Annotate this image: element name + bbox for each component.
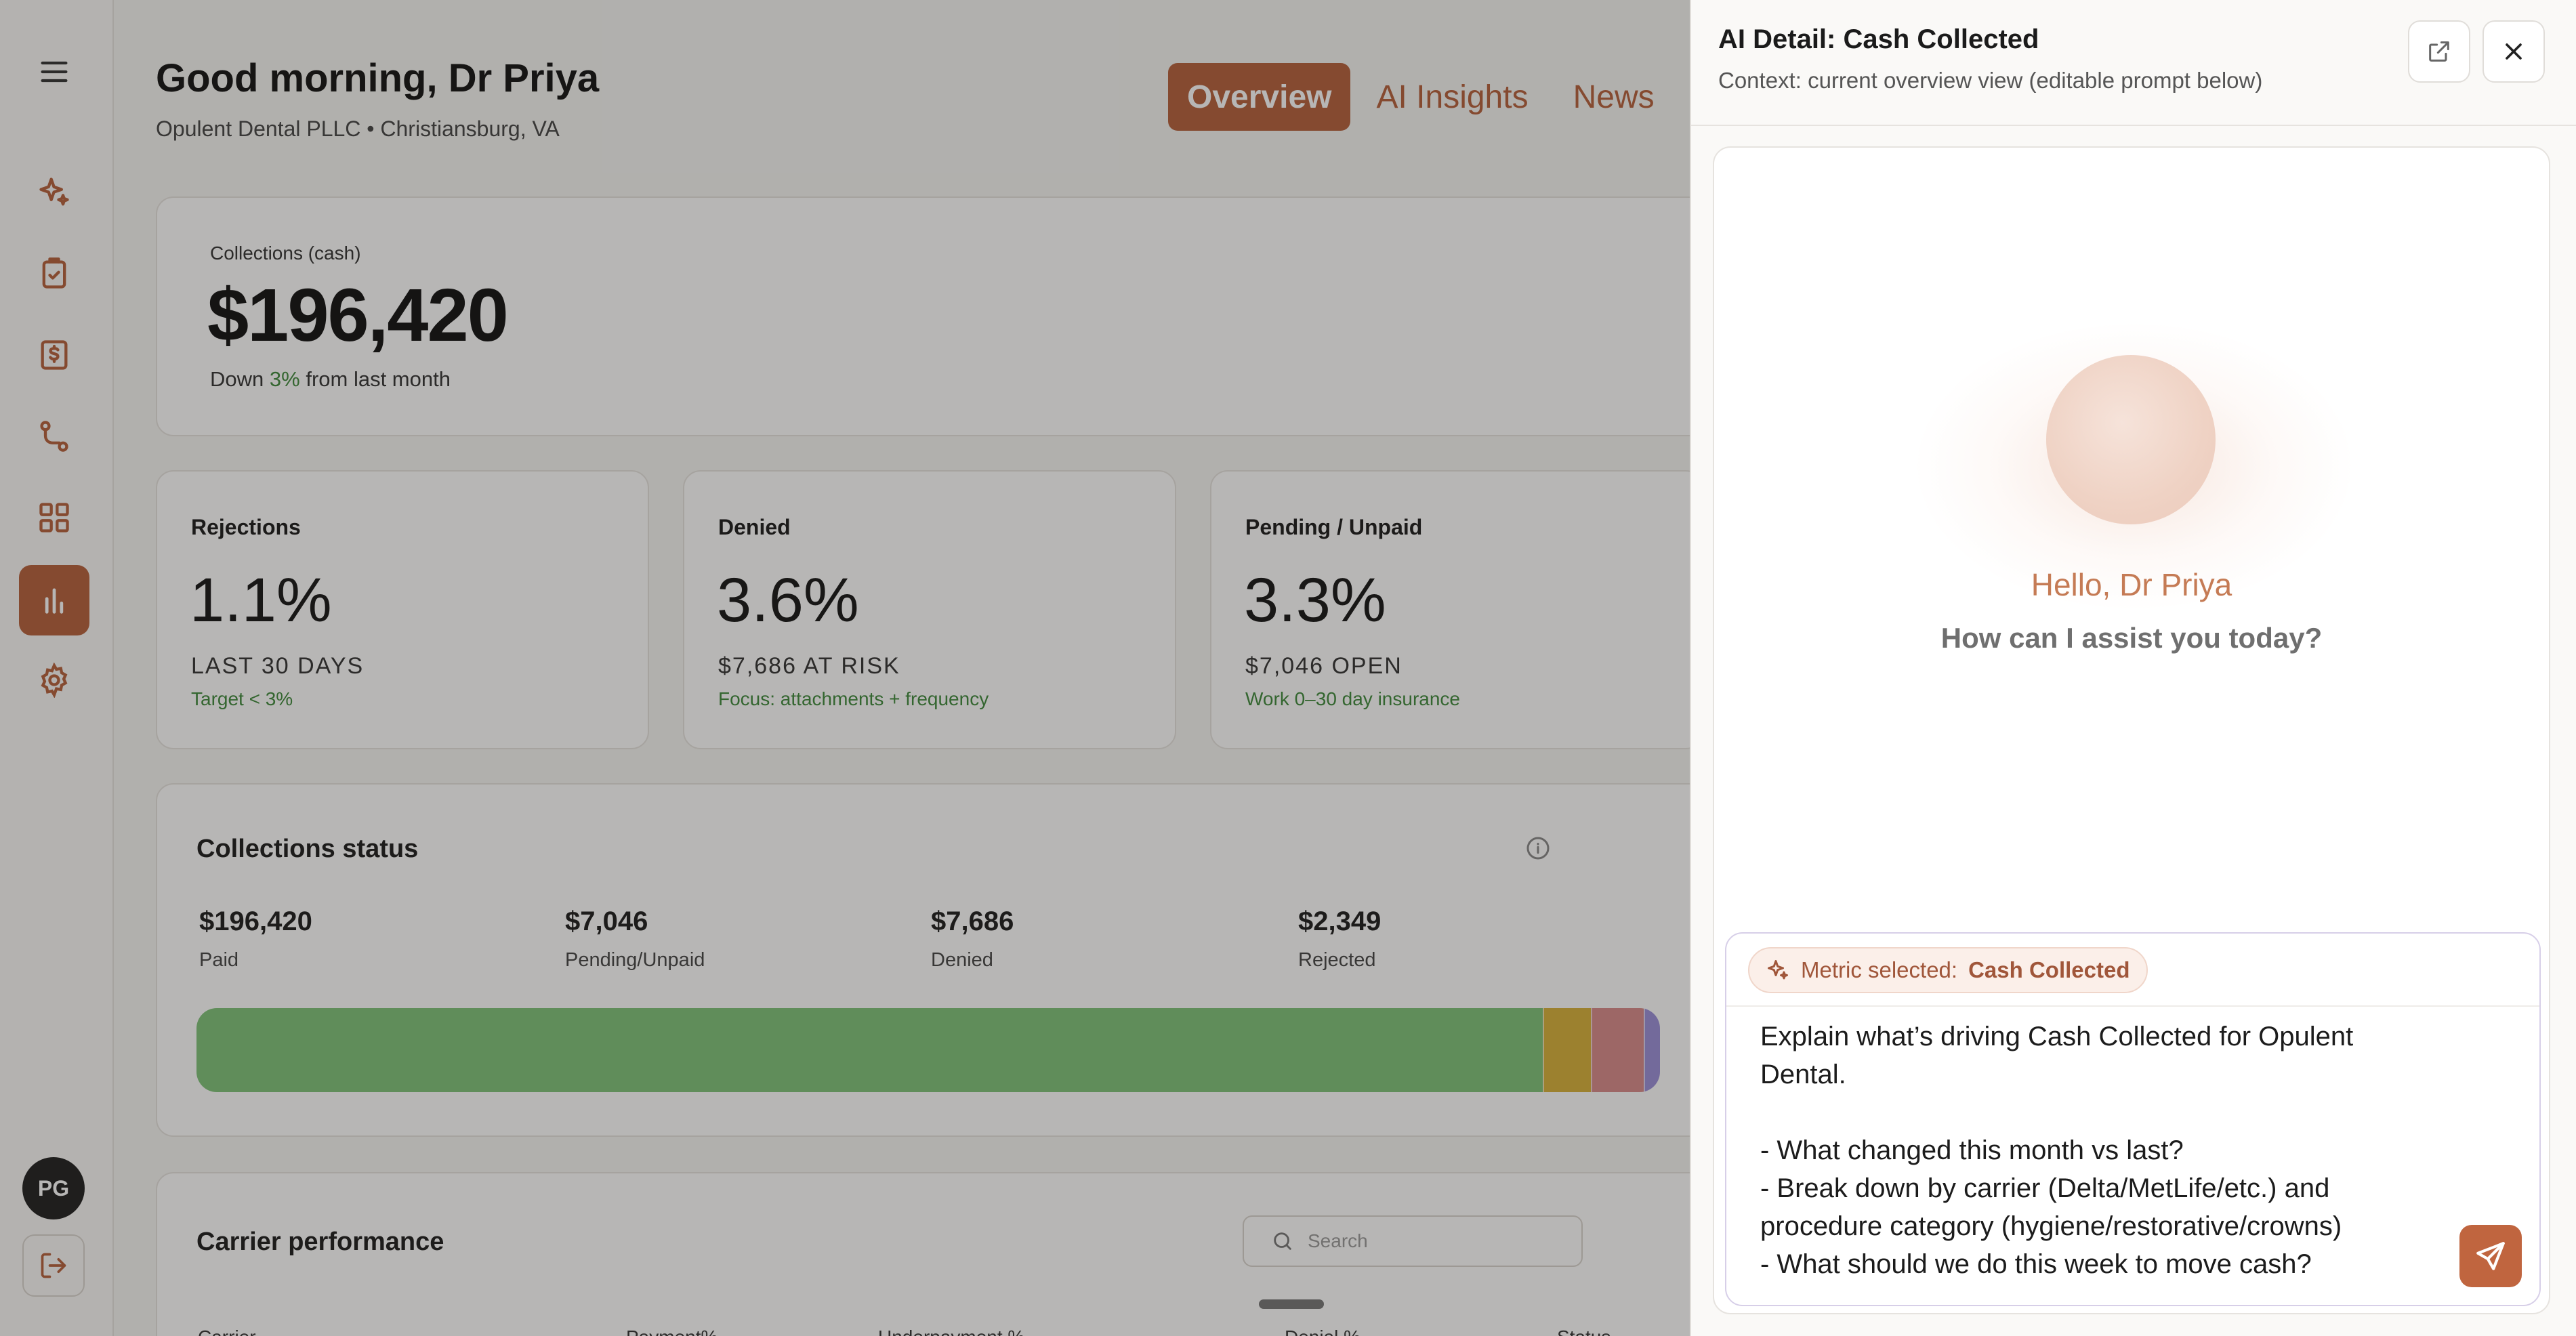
metric-subtitle: $7,046 OPEN — [1245, 653, 1403, 679]
status-value: $2,349 — [1298, 906, 1382, 936]
search-placeholder: Search — [1308, 1230, 1368, 1251]
status-denied: $7,686 Denied — [931, 906, 1014, 972]
trend-percent: 3% — [269, 367, 300, 391]
metric-title: Pending / Unpaid — [1245, 515, 1423, 539]
send-button[interactable] — [2459, 1225, 2522, 1287]
collections-card[interactable]: Collections (cash) $196,420 Down 3% from… — [156, 196, 1728, 436]
search-icon — [1274, 1232, 1291, 1250]
chat-area: Hello, Dr Priya How can I assist you tod… — [1713, 146, 2550, 1314]
column-header[interactable]: Carrier — [198, 1327, 256, 1336]
bar-segment-paid[interactable] — [196, 1008, 1543, 1092]
bar-segment-denied[interactable] — [1591, 1008, 1644, 1092]
send-icon — [2476, 1242, 2505, 1270]
assistant-greeting: Hello, Dr Priya — [2031, 567, 2232, 602]
composer-divider — [1726, 1005, 2539, 1007]
column-header[interactable]: Underpayment % — [878, 1327, 1024, 1336]
dashboard-grid-icon[interactable] — [19, 482, 89, 553]
status-value: $7,686 — [931, 906, 1014, 936]
bar-chart-icon[interactable] — [19, 565, 89, 635]
status-label: Denied — [931, 949, 993, 971]
tab-news[interactable]: News — [1573, 79, 1655, 115]
metric-value: 1.1% — [190, 566, 332, 635]
menu-icon[interactable] — [19, 37, 89, 107]
collections-value: $196,420 — [207, 274, 509, 357]
close-icon — [2506, 43, 2522, 60]
sparkles-icon[interactable] — [19, 157, 89, 228]
chip-value: Cash Collected — [1968, 957, 2130, 982]
status-value: $7,046 — [565, 906, 648, 936]
prompt-composer[interactable]: Metric selected: Cash Collected Explain … — [1725, 932, 2541, 1306]
column-header[interactable]: Payment% — [626, 1327, 718, 1336]
practice-location: Opulent Dental PLLC • Christiansburg, VA — [156, 117, 560, 141]
modal-backdrop[interactable] — [0, 0, 1690, 1336]
status-label: Rejected — [1298, 949, 1376, 971]
collections-status-card: Collections status $196,420 Paid $7,046 … — [156, 783, 1728, 1137]
status-label: Paid — [199, 949, 239, 971]
panel-divider — [1691, 125, 2576, 126]
tab-ai-insights[interactable]: AI Insights — [1376, 79, 1529, 115]
open-external-button[interactable] — [2408, 20, 2470, 83]
metric-chip[interactable]: Metric selected: Cash Collected — [1748, 947, 2148, 993]
bar-segment-rejected[interactable] — [1644, 1008, 1660, 1092]
metric-title: Denied — [718, 515, 791, 539]
trend-suffix: from last month — [306, 367, 451, 391]
prompt-textarea[interactable]: Explain what’s driving Cash Collected fo… — [1760, 1022, 2354, 1279]
ai-detail-panel: AI Detail: Cash Collected Context: curre… — [1690, 0, 2576, 1336]
column-header[interactable]: Denial % — [1285, 1327, 1360, 1336]
view-tabs: Overview AI Insights News C — [1168, 63, 1741, 131]
metric-card-pending[interactable]: Pending / Unpaid 3.3% $7,046 OPEN Work 0… — [1210, 470, 1703, 749]
sparkles-icon — [1768, 960, 1788, 980]
page-title: Good morning, Dr Priya — [156, 56, 600, 100]
status-paid: $196,420 Paid — [199, 906, 312, 972]
metric-note: Work 0–30 day insurance — [1245, 688, 1460, 709]
collections-trend: Down 3% from last month — [210, 367, 451, 392]
status-rejected: $2,349 Rejected — [1298, 906, 1381, 972]
collections-label: Collections (cash) — [210, 243, 361, 264]
assistant-orb — [2046, 355, 2216, 524]
metric-subtitle: LAST 30 DAYS — [191, 653, 365, 679]
metric-value: 3.3% — [1244, 566, 1386, 635]
dollar-document-icon[interactable] — [19, 320, 89, 390]
assistant-question: How can I assist you today? — [1940, 622, 2323, 654]
search-input[interactable]: Search — [1243, 1215, 1583, 1267]
column-header[interactable]: Status — [1557, 1327, 1611, 1336]
metric-card-denied[interactable]: Denied 3.6% $7,686 AT RISK Focus: attach… — [683, 470, 1176, 749]
metric-value: 3.6% — [717, 566, 859, 635]
horizontal-scrollbar[interactable] — [1259, 1299, 1324, 1309]
route-icon[interactable] — [19, 401, 89, 472]
status-label: Pending/Unpaid — [565, 949, 705, 971]
info-icon[interactable] — [1524, 835, 1552, 862]
section-title: Carrier performance — [196, 1228, 444, 1256]
gear-icon[interactable] — [19, 645, 89, 715]
bar-segment-pending[interactable] — [1543, 1008, 1592, 1092]
carrier-performance-card: Carrier performance Search Carrier Payme… — [156, 1172, 1728, 1336]
section-title: Collections status — [196, 835, 419, 863]
chip-label: Metric selected: — [1801, 957, 1958, 982]
avatar[interactable]: PG — [22, 1157, 85, 1219]
tab-overview[interactable]: Overview — [1168, 63, 1351, 131]
left-rail: PG — [0, 0, 114, 1336]
close-button[interactable] — [2482, 20, 2545, 83]
status-pending: $7,046 Pending/Unpaid — [565, 906, 705, 972]
collections-stacked-bar[interactable] — [196, 1008, 1660, 1092]
metric-note: Target < 3% — [191, 688, 293, 709]
panel-context: Context: current overview view (editable… — [1718, 68, 2263, 93]
external-link-icon — [2429, 41, 2449, 62]
metric-note: Focus: attachments + frequency — [718, 688, 989, 709]
panel-title: AI Detail: Cash Collected — [1718, 24, 2039, 54]
metric-subtitle: $7,686 AT RISK — [718, 653, 900, 679]
status-value: $196,420 — [199, 906, 312, 936]
logout-icon[interactable] — [22, 1234, 85, 1297]
clipboard-check-icon[interactable] — [19, 238, 89, 309]
trend-prefix: Down — [210, 367, 264, 391]
metric-title: Rejections — [191, 515, 301, 539]
metric-card-rejections[interactable]: Rejections 1.1% LAST 30 DAYS Target < 3% — [156, 470, 649, 749]
